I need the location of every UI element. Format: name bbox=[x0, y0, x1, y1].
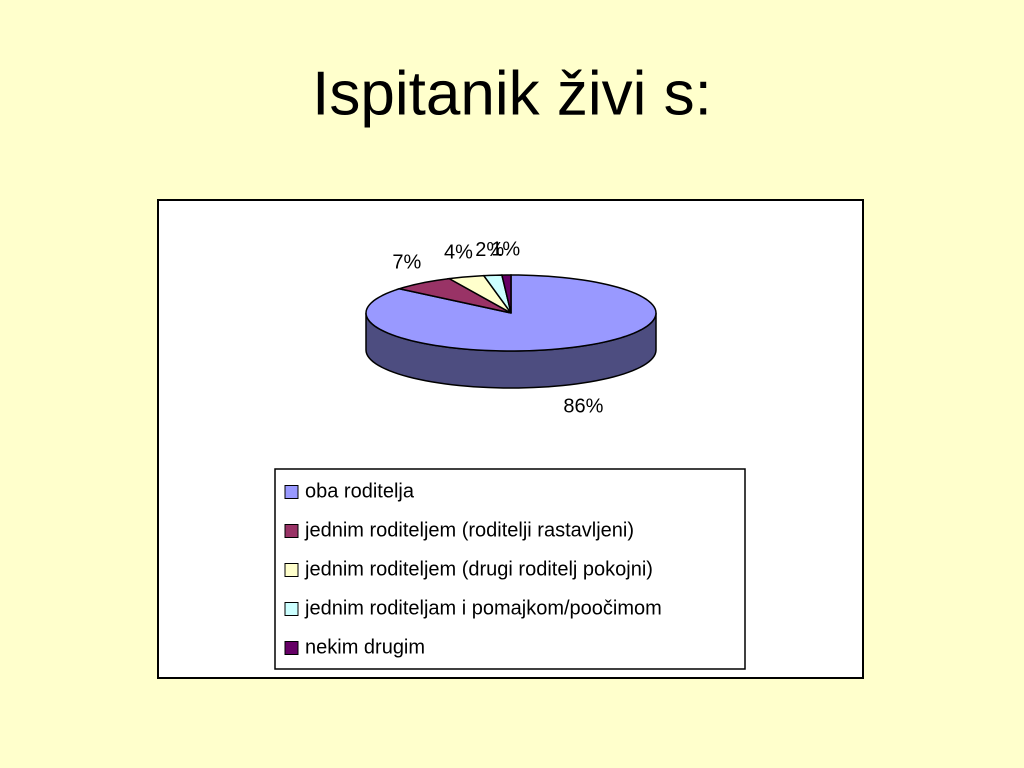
data-label: 2% bbox=[475, 239, 504, 261]
chart-title: Ispitanik živi s: bbox=[312, 59, 712, 128]
data-label: 86% bbox=[563, 395, 603, 417]
legend-label: jednim roditeljem (roditelji rastavljeni… bbox=[304, 519, 634, 541]
slice bbox=[446, 274, 512, 314]
slice bbox=[396, 277, 512, 314]
legend-label: jednim roditeljam i pomajkom/poočimom bbox=[304, 597, 662, 619]
legend-swatch bbox=[284, 485, 299, 499]
data-label: 7% bbox=[392, 252, 421, 274]
slice bbox=[500, 274, 512, 314]
data-label: 4% bbox=[444, 241, 473, 263]
legend-swatch bbox=[284, 602, 299, 616]
data-label: 1% bbox=[491, 238, 520, 260]
legend-swatch bbox=[284, 524, 299, 538]
legend-label: oba roditelja bbox=[305, 480, 415, 502]
legend-swatch bbox=[284, 563, 299, 577]
legend-label: nekim drugim bbox=[305, 636, 425, 658]
legend-swatch bbox=[284, 641, 299, 655]
legend-label: jednim roditeljem (drugi roditelj pokojn… bbox=[304, 558, 653, 580]
legend bbox=[274, 468, 746, 670]
